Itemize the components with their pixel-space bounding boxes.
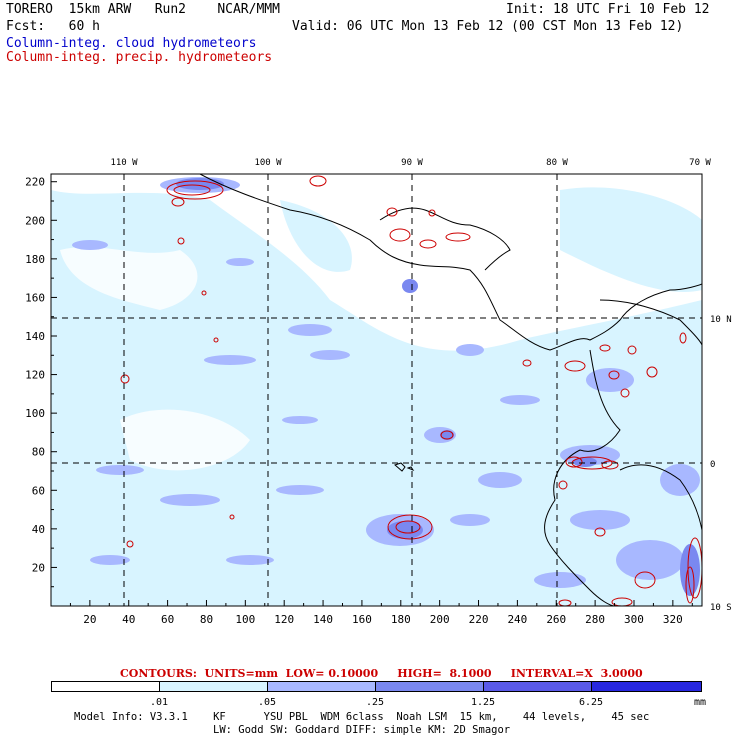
x-tick-label: 160	[352, 613, 372, 626]
lon-label: 100 W	[254, 158, 282, 168]
y-tick-label: 80	[32, 446, 45, 459]
legend-swatch	[591, 681, 702, 692]
legend-swatch	[51, 681, 160, 692]
y-tick-label: 60	[32, 484, 45, 497]
legend-label: 1.25	[470, 697, 496, 708]
cloud-field-label: Column-integ. cloud hydrometeors	[6, 36, 257, 51]
axis-tick-labels: 20 40 60 80 100 120 140 160 180 200 220 240 260 280 30…	[25, 176, 683, 626]
legend-label: .05	[257, 697, 277, 708]
x-tick-label: 60	[161, 613, 174, 626]
lat-label: 10 N	[710, 315, 732, 325]
longitude-labels: 110 W 100 W 90 W 80 W 70 W	[110, 158, 711, 168]
coastlines	[199, 174, 702, 606]
y-tick-label: 160	[25, 291, 45, 304]
x-tick-label: 200	[430, 613, 450, 626]
y-tick-label: 20	[32, 561, 45, 574]
x-tick-label: 120	[274, 613, 294, 626]
x-tick-label: 300	[624, 613, 644, 626]
x-tick-label: 40	[122, 613, 135, 626]
legend-label: .01	[149, 697, 169, 708]
legend-swatch	[483, 681, 592, 692]
contour-info: CONTOURS: UNITS=mm LOW= 0.10000 HIGH= 8.…	[120, 667, 643, 680]
y-tick-label: 180	[25, 253, 45, 266]
precip-field-label: Column-integ. precip. hydrometeors	[6, 50, 273, 65]
y-tick-label: 120	[25, 369, 45, 382]
x-tick-label: 80	[200, 613, 213, 626]
valid-time: Valid: 06 UTC Mon 13 Feb 12 (00 CST Mon …	[292, 19, 684, 34]
x-tick-label: 20	[83, 613, 96, 626]
y-tick-label: 100	[25, 407, 45, 420]
init-time: Init: 18 UTC Fri 10 Feb 12	[506, 2, 710, 17]
forecast-hour: Fcst: 60 h	[6, 19, 100, 34]
lon-label: 90 W	[401, 158, 423, 168]
map-frame	[50, 173, 703, 607]
x-tick-label: 100	[235, 613, 255, 626]
model-info-line2: LW: Godd SW: Goddard DIFF: simple KM: 2D…	[213, 724, 511, 736]
x-tick-label: 180	[391, 613, 411, 626]
y-tick-label: 220	[25, 176, 45, 189]
lon-label: 70 W	[689, 158, 711, 168]
legend-swatch	[267, 681, 376, 692]
legend-label: .25	[365, 697, 385, 708]
lat-label: 10 S	[710, 603, 732, 613]
lon-label: 80 W	[546, 158, 568, 168]
x-tick-label: 320	[663, 613, 683, 626]
x-tick-label: 260	[546, 613, 566, 626]
legend-label: 6.25	[578, 697, 604, 708]
model-title: TORERO 15km ARW Run2 NCAR/MMM	[6, 2, 280, 17]
lon-label: 110 W	[110, 158, 138, 168]
x-tick-label: 220	[469, 613, 489, 626]
y-tick-label: 200	[25, 214, 45, 227]
y-tick-label: 140	[25, 330, 45, 343]
graticule	[51, 174, 702, 606]
x-tick-label: 140	[313, 613, 333, 626]
latitude-labels: 10 N 0 10 S	[710, 315, 732, 613]
y-tick-label: 40	[32, 523, 45, 536]
model-info-line1: Model Info: V3.3.1 KF YSU PBL WDM 6class…	[74, 711, 650, 723]
axis-ticks	[51, 181, 693, 606]
x-tick-label: 240	[507, 613, 527, 626]
lat-label: 0	[710, 460, 715, 470]
x-tick-label: 280	[585, 613, 605, 626]
legend-swatch	[375, 681, 484, 692]
legend-unit: mm	[693, 697, 707, 708]
legend-swatch	[159, 681, 268, 692]
